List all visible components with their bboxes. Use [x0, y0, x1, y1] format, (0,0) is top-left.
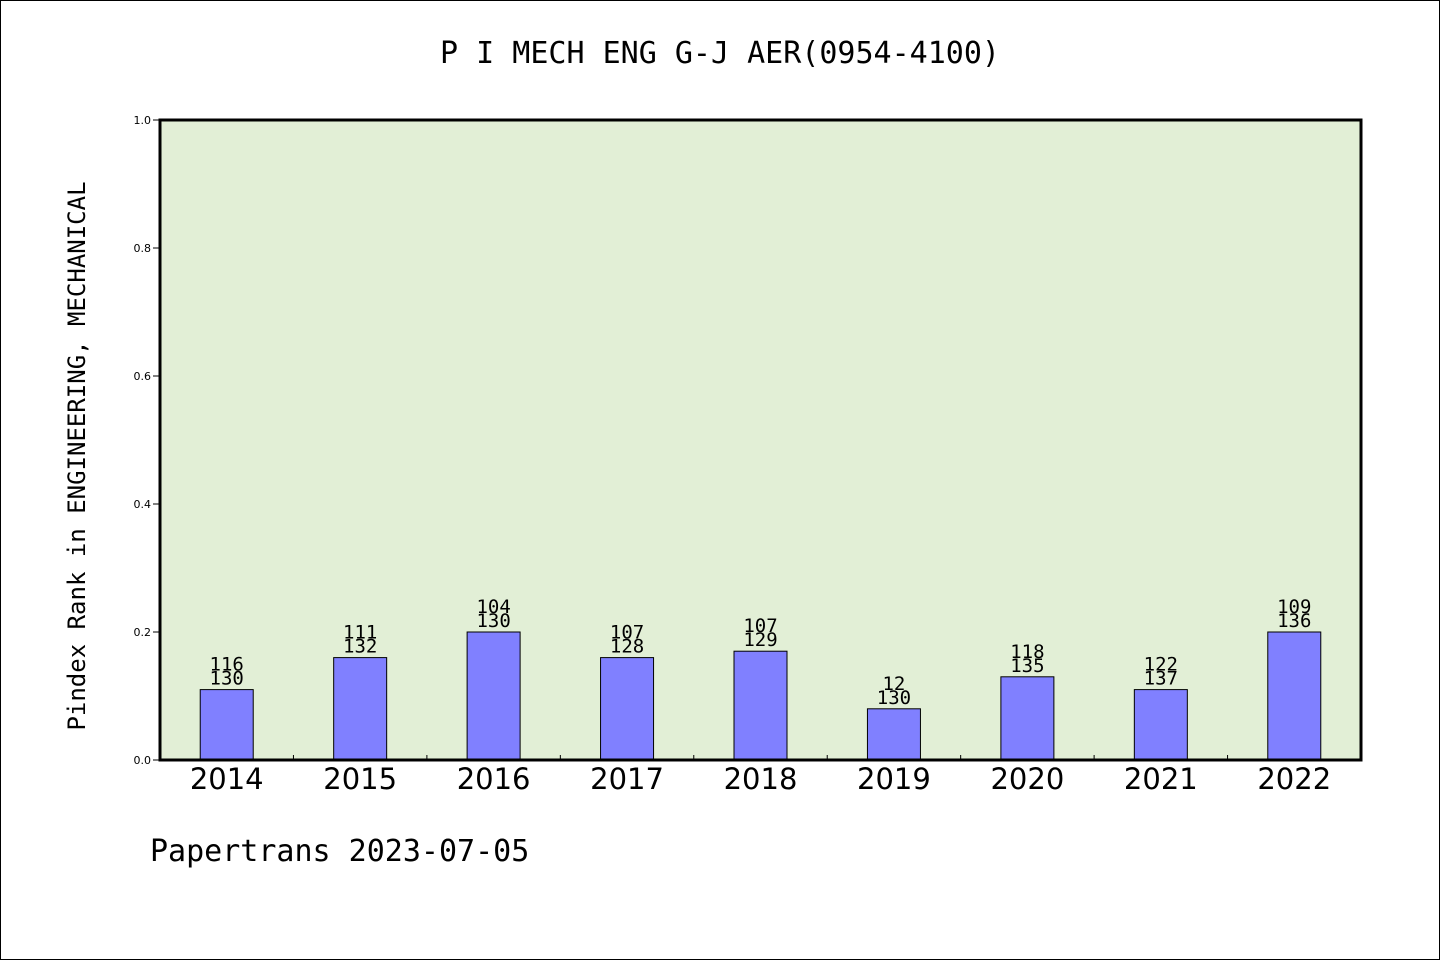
bar-total-label: 136	[1277, 610, 1311, 632]
bar-total-label: 130	[476, 610, 510, 632]
footer-watermark: Papertrans 2023-07-05	[150, 834, 530, 869]
x-tick-label: 2016	[457, 762, 531, 796]
x-tick-label: 2022	[1257, 762, 1331, 796]
y-tick-label: 0.8	[134, 242, 152, 255]
bar-total-label: 130	[210, 668, 244, 690]
bar-rank-label: 107	[743, 615, 777, 637]
bar-rank-label: 107	[610, 622, 644, 644]
bar	[466, 631, 521, 761]
bar-total-label: 132	[343, 636, 377, 658]
bar	[600, 657, 655, 761]
x-tick-label: 2021	[1124, 762, 1198, 796]
bar	[1133, 689, 1188, 761]
x-tick-label: 2020	[990, 762, 1064, 796]
bar-rank-label: 122	[1144, 654, 1178, 676]
y-tick-label: 0.2	[134, 626, 152, 639]
chart-title: P I MECH ENG G-J AER(0954-4100)	[440, 36, 1000, 71]
plot-border	[158, 118, 1363, 762]
bar	[199, 689, 254, 761]
bar-total-label: 129	[743, 629, 777, 651]
x-tick-label: 2015	[323, 762, 397, 796]
bar-rank-label: 109	[1277, 596, 1311, 618]
y-tick-label: 0.4	[134, 498, 152, 511]
x-tick-label: 2014	[190, 762, 264, 796]
x-tick-label: 2019	[857, 762, 931, 796]
bar-total-label: 137	[1144, 668, 1178, 690]
bar-total-label: 135	[1010, 655, 1044, 677]
y-tick-label: 0.0	[134, 754, 152, 767]
y-tick-label: 0.6	[134, 370, 152, 383]
bar	[1267, 631, 1322, 761]
bar	[333, 657, 388, 761]
bar-total-label: 128	[610, 636, 644, 658]
bar-rank-label: 12	[882, 673, 905, 695]
bar	[1000, 676, 1055, 761]
bar	[733, 650, 788, 761]
y-tick-label: 1.0	[134, 114, 152, 127]
bar-total-label: 130	[877, 687, 911, 709]
bar-rank-label: 118	[1010, 641, 1044, 663]
bar-rank-label: 111	[343, 622, 377, 644]
x-tick-label: 2018	[724, 762, 798, 796]
bar-rank-label: 104	[476, 596, 510, 618]
bar	[866, 708, 921, 761]
bar-rank-label: 116	[210, 654, 244, 676]
x-tick-label: 2017	[590, 762, 664, 796]
